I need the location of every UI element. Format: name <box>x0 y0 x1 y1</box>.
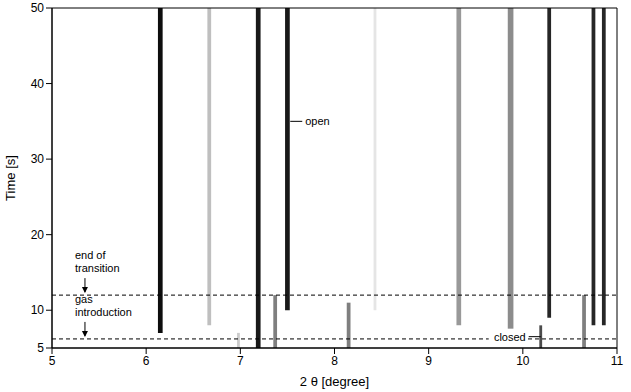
svg-text:gas: gas <box>75 293 93 305</box>
svg-text:20: 20 <box>31 228 45 242</box>
svg-text:2 θ [degree]: 2 θ [degree] <box>300 374 369 389</box>
svg-text:7: 7 <box>237 354 244 368</box>
svg-text:6: 6 <box>143 354 150 368</box>
svg-text:11: 11 <box>611 354 624 368</box>
svg-text:8: 8 <box>331 354 338 368</box>
svg-text:introduction: introduction <box>75 306 132 318</box>
svg-text:50: 50 <box>31 1 45 15</box>
svg-text:30: 30 <box>31 152 45 166</box>
svg-text:Time [s]: Time [s] <box>3 155 18 201</box>
svg-text:10: 10 <box>516 354 530 368</box>
svg-text:transition: transition <box>75 262 120 274</box>
svg-text:5: 5 <box>37 341 44 355</box>
svg-text:10: 10 <box>31 303 45 317</box>
svg-text:end of: end of <box>75 249 107 261</box>
svg-text:closed: closed <box>494 331 526 343</box>
svg-text:open: open <box>305 115 329 127</box>
svg-text:5: 5 <box>49 354 56 368</box>
svg-text:40: 40 <box>31 77 45 91</box>
svg-text:9: 9 <box>425 354 432 368</box>
